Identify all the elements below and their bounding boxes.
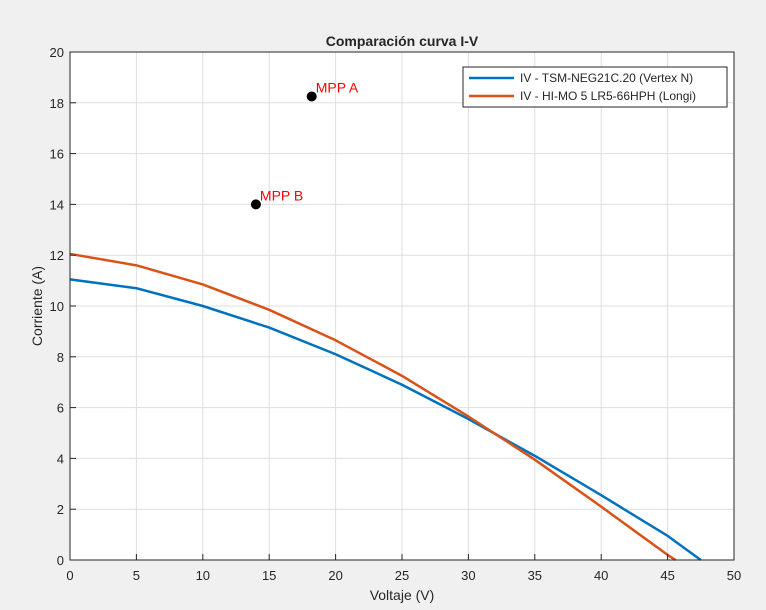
y-axis-label: Corriente (A) bbox=[29, 266, 45, 346]
y-tick-label: 4 bbox=[57, 451, 64, 466]
x-tick-label: 20 bbox=[328, 568, 342, 583]
x-axis-label: Voltaje (V) bbox=[370, 587, 435, 603]
series-layer bbox=[69, 252, 702, 562]
y-tick-label: 10 bbox=[50, 299, 64, 314]
annotation-layer: MPP A MPP B bbox=[250, 79, 359, 210]
y-tick-label: 6 bbox=[57, 401, 64, 416]
y-tick-label: 18 bbox=[50, 96, 64, 111]
legend-box bbox=[462, 66, 728, 108]
x-tick-label: 35 bbox=[528, 568, 542, 583]
x-tick-label: 30 bbox=[461, 568, 475, 583]
y-tick-label: 2 bbox=[57, 502, 64, 517]
mpp-label-1: MPP B bbox=[260, 187, 303, 203]
tick-marks bbox=[69, 51, 735, 561]
x-tick-label: 50 bbox=[727, 568, 741, 583]
y-tick-label: 16 bbox=[50, 147, 64, 162]
x-tick-label: 15 bbox=[262, 568, 276, 583]
y-tick-label: 14 bbox=[50, 197, 64, 212]
x-tick-label: 40 bbox=[594, 568, 608, 583]
y-tick-label: 8 bbox=[57, 350, 64, 365]
x-tick-label: 45 bbox=[660, 568, 674, 583]
y-tick-label: 0 bbox=[57, 553, 64, 568]
y-tick-label: 12 bbox=[50, 248, 64, 263]
chart-title: Comparación curva I-V bbox=[326, 33, 479, 49]
mpp-point-1 bbox=[250, 199, 261, 210]
mpp-point-0 bbox=[306, 91, 317, 102]
series-line-0 bbox=[69, 278, 702, 562]
legend-label-vertex-n: IV - TSM-NEG21C.20 (Vertex N) bbox=[520, 71, 693, 85]
legend-label-longi: IV - HI-MO 5 LR5-66HPH (Longi) bbox=[520, 89, 696, 103]
series-line-1 bbox=[69, 252, 677, 562]
mpp-label-0: MPP A bbox=[316, 79, 359, 95]
y-tick-labels: 0 2 4 6 8 10 12 14 16 18 20 bbox=[50, 45, 64, 568]
x-tick-labels: 0 5 10 15 20 25 30 35 40 45 50 bbox=[66, 568, 741, 583]
x-tick-label: 10 bbox=[196, 568, 210, 583]
x-tick-label: 0 bbox=[66, 568, 73, 583]
y-tick-label: 20 bbox=[50, 45, 64, 60]
x-tick-label: 5 bbox=[133, 568, 140, 583]
legend: IV - TSM-NEG21C.20 (Vertex N) IV - HI-MO… bbox=[462, 66, 728, 108]
x-tick-label: 25 bbox=[395, 568, 409, 583]
